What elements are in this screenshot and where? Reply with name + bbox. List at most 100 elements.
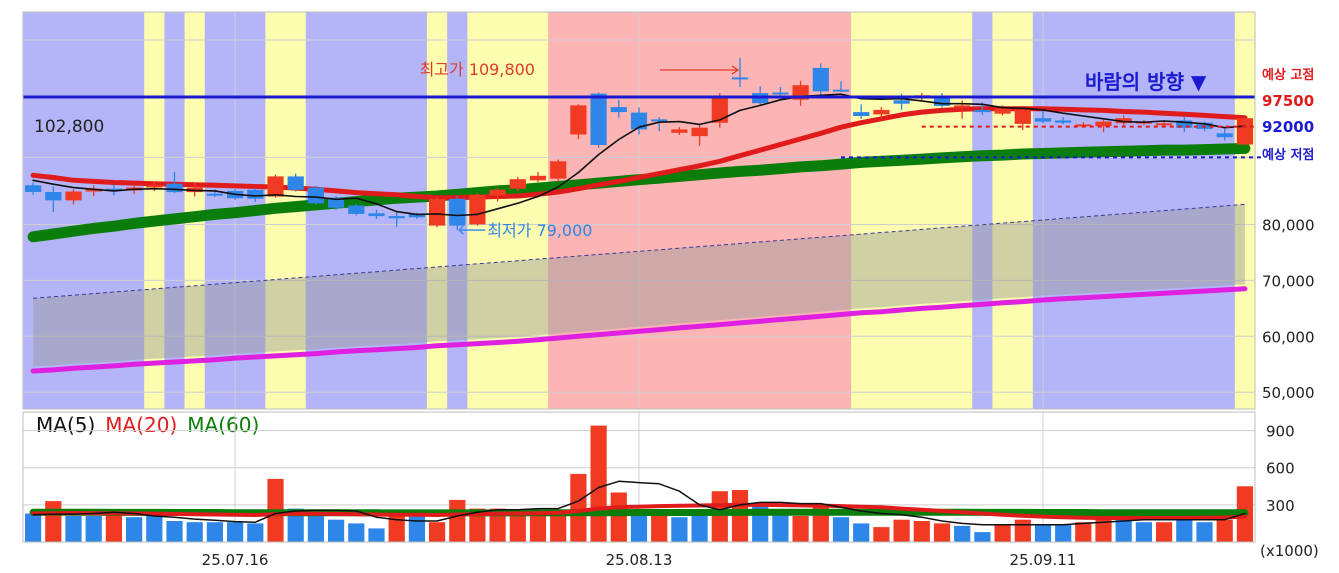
signal-band <box>406 12 428 409</box>
volume-bar <box>1095 513 1112 542</box>
candle-body <box>570 105 587 135</box>
volume-bar <box>25 513 42 542</box>
volume-bar <box>1135 522 1152 542</box>
wave-band <box>33 204 1245 367</box>
candle-body <box>267 176 284 197</box>
volume-bar <box>671 517 688 542</box>
vol-ma60-line <box>29 508 1249 517</box>
volume-bar <box>933 523 951 542</box>
signal-band <box>103 12 125 409</box>
signal-band <box>487 12 509 409</box>
volume-bar <box>509 511 526 542</box>
signal-band <box>1194 12 1216 409</box>
candle-body <box>489 189 506 196</box>
legend-entry: MA(20) <box>105 413 178 437</box>
signal-band <box>588 12 610 409</box>
signal-band <box>305 12 327 409</box>
candle-body <box>1034 118 1052 122</box>
signal-band <box>750 12 771 409</box>
volume-bar <box>166 521 183 542</box>
legend-entry: MA(60) <box>187 413 260 437</box>
signal-band <box>83 12 105 409</box>
candle-body <box>307 187 324 204</box>
signal-band <box>709 12 731 409</box>
candle-body <box>671 129 688 133</box>
candle-body <box>812 67 829 92</box>
candle-body <box>25 185 42 192</box>
forecast-high-label: 예상 고점 <box>1262 67 1314 83</box>
volume-bar <box>853 523 870 542</box>
y-tick-label: 900 <box>1266 423 1295 441</box>
legend-entry: MA(5) <box>36 413 96 437</box>
y-tick-label: 300 <box>1266 497 1295 515</box>
volume-bar <box>590 425 607 542</box>
signal-band <box>669 12 691 409</box>
volume-bar <box>388 516 405 542</box>
signal-band <box>911 12 933 409</box>
volume-bar <box>65 516 82 542</box>
signal-band <box>992 12 1014 409</box>
candle-body <box>1095 121 1112 127</box>
signal-band <box>63 12 85 409</box>
volume-bar <box>832 517 850 542</box>
signal-band <box>891 12 913 409</box>
volume-bar <box>469 508 486 542</box>
candle-body <box>529 175 547 181</box>
volume-bar <box>1156 522 1173 542</box>
candle-body <box>1216 133 1233 138</box>
volume-bar <box>610 492 627 542</box>
wind-direction-label: 바람의 방향 ▼ <box>1085 70 1207 94</box>
volume-legend: MA(5) MA(20) MA(60) <box>36 413 269 437</box>
volume-bar <box>954 525 971 542</box>
volume-bar <box>913 521 930 542</box>
x-tick-label: 25.09.11 <box>1010 551 1077 569</box>
volume-bar <box>570 473 587 542</box>
signal-band <box>770 12 792 409</box>
volume-bar <box>994 524 1011 542</box>
x-tick-label: 25.07.16 <box>202 551 269 569</box>
volume-bar <box>1115 519 1132 542</box>
left-price-label: 102,800 <box>34 117 104 137</box>
candle-body <box>105 188 122 191</box>
signal-band <box>568 12 590 409</box>
volume-bar <box>550 509 567 542</box>
y-tick-label: 80,000 <box>1262 216 1315 234</box>
volume-bar <box>146 516 163 542</box>
low-price-label: 최저가 79,000 <box>487 221 592 240</box>
candle-body <box>1156 123 1173 126</box>
price-panel-frame <box>22 11 1256 410</box>
volume-bar <box>247 523 264 542</box>
volume-bar <box>1216 519 1233 542</box>
candle-body <box>45 192 62 201</box>
candle-body <box>206 193 223 196</box>
volume-bar <box>691 516 708 542</box>
volume-bar <box>105 513 122 542</box>
candle-body <box>651 119 668 122</box>
signal-band <box>1234 12 1256 409</box>
candle-body <box>630 112 648 130</box>
candle-body <box>429 198 446 226</box>
signal-band <box>952 12 973 409</box>
candle-body <box>1176 120 1193 128</box>
signal-band <box>386 12 408 409</box>
candle-body <box>711 95 728 123</box>
high-arrow-head <box>731 65 740 75</box>
y-tick-label: 600 <box>1266 460 1295 478</box>
volume-bar <box>307 516 324 542</box>
volume-bar <box>85 516 102 542</box>
candle-body <box>853 112 870 116</box>
candle-body <box>550 161 567 179</box>
candle-body <box>1075 124 1092 127</box>
signal-band <box>871 12 893 409</box>
y-tick-label: 50,000 <box>1262 384 1315 402</box>
signal-band <box>1053 12 1074 409</box>
candle-body <box>287 176 304 190</box>
candle-body <box>873 109 890 115</box>
volume-bar <box>368 528 385 542</box>
forecast-high-value: 97500 <box>1262 92 1314 110</box>
volume-unit-label: (x1000) <box>1260 542 1319 560</box>
candle-body <box>731 77 749 80</box>
signal-band <box>1012 12 1034 409</box>
candle-body <box>994 108 1011 114</box>
